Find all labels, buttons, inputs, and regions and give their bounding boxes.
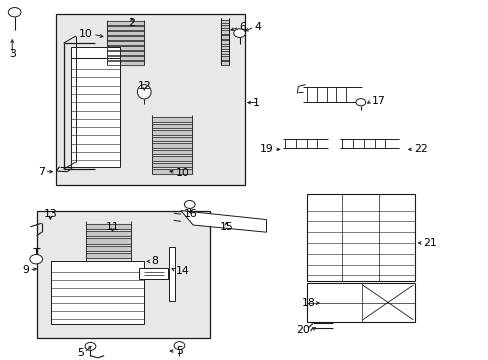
Text: 21: 21 [423,238,436,248]
Circle shape [233,29,245,37]
Text: 13: 13 [43,209,57,219]
Text: 10: 10 [79,29,93,39]
Bar [306,194,414,281]
Text: 3: 3 [9,49,16,59]
Text: 18: 18 [301,298,315,308]
Text: 5: 5 [77,348,84,358]
Text: 10: 10 [176,168,189,178]
Text: 19: 19 [260,144,273,154]
Circle shape [174,342,184,350]
Bar [71,58,120,167]
Bar [51,261,144,324]
Circle shape [184,201,195,208]
Text: 7: 7 [38,167,44,177]
Circle shape [8,8,21,17]
Bar [168,247,174,301]
Text: 11: 11 [105,222,119,232]
Text: 5: 5 [176,346,183,356]
Text: 22: 22 [413,144,427,154]
Bar [37,211,210,338]
Text: 17: 17 [371,96,385,106]
Bar [56,14,244,185]
Text: 12: 12 [137,81,151,91]
Text: 6: 6 [239,22,246,32]
Text: 14: 14 [176,266,189,276]
Bar [139,268,167,279]
Text: 9: 9 [22,265,29,275]
Ellipse shape [137,85,151,99]
Text: 4: 4 [254,22,261,32]
Text: 16: 16 [183,209,197,219]
Text: 8: 8 [151,256,158,266]
Text: 1: 1 [252,98,259,108]
Text: 15: 15 [219,222,233,232]
Circle shape [355,99,365,106]
Circle shape [30,255,42,264]
Text: 20: 20 [296,325,310,336]
Polygon shape [181,211,266,232]
Bar [71,47,120,58]
Bar [306,283,414,322]
Text: 2: 2 [128,18,135,28]
Circle shape [85,342,96,350]
